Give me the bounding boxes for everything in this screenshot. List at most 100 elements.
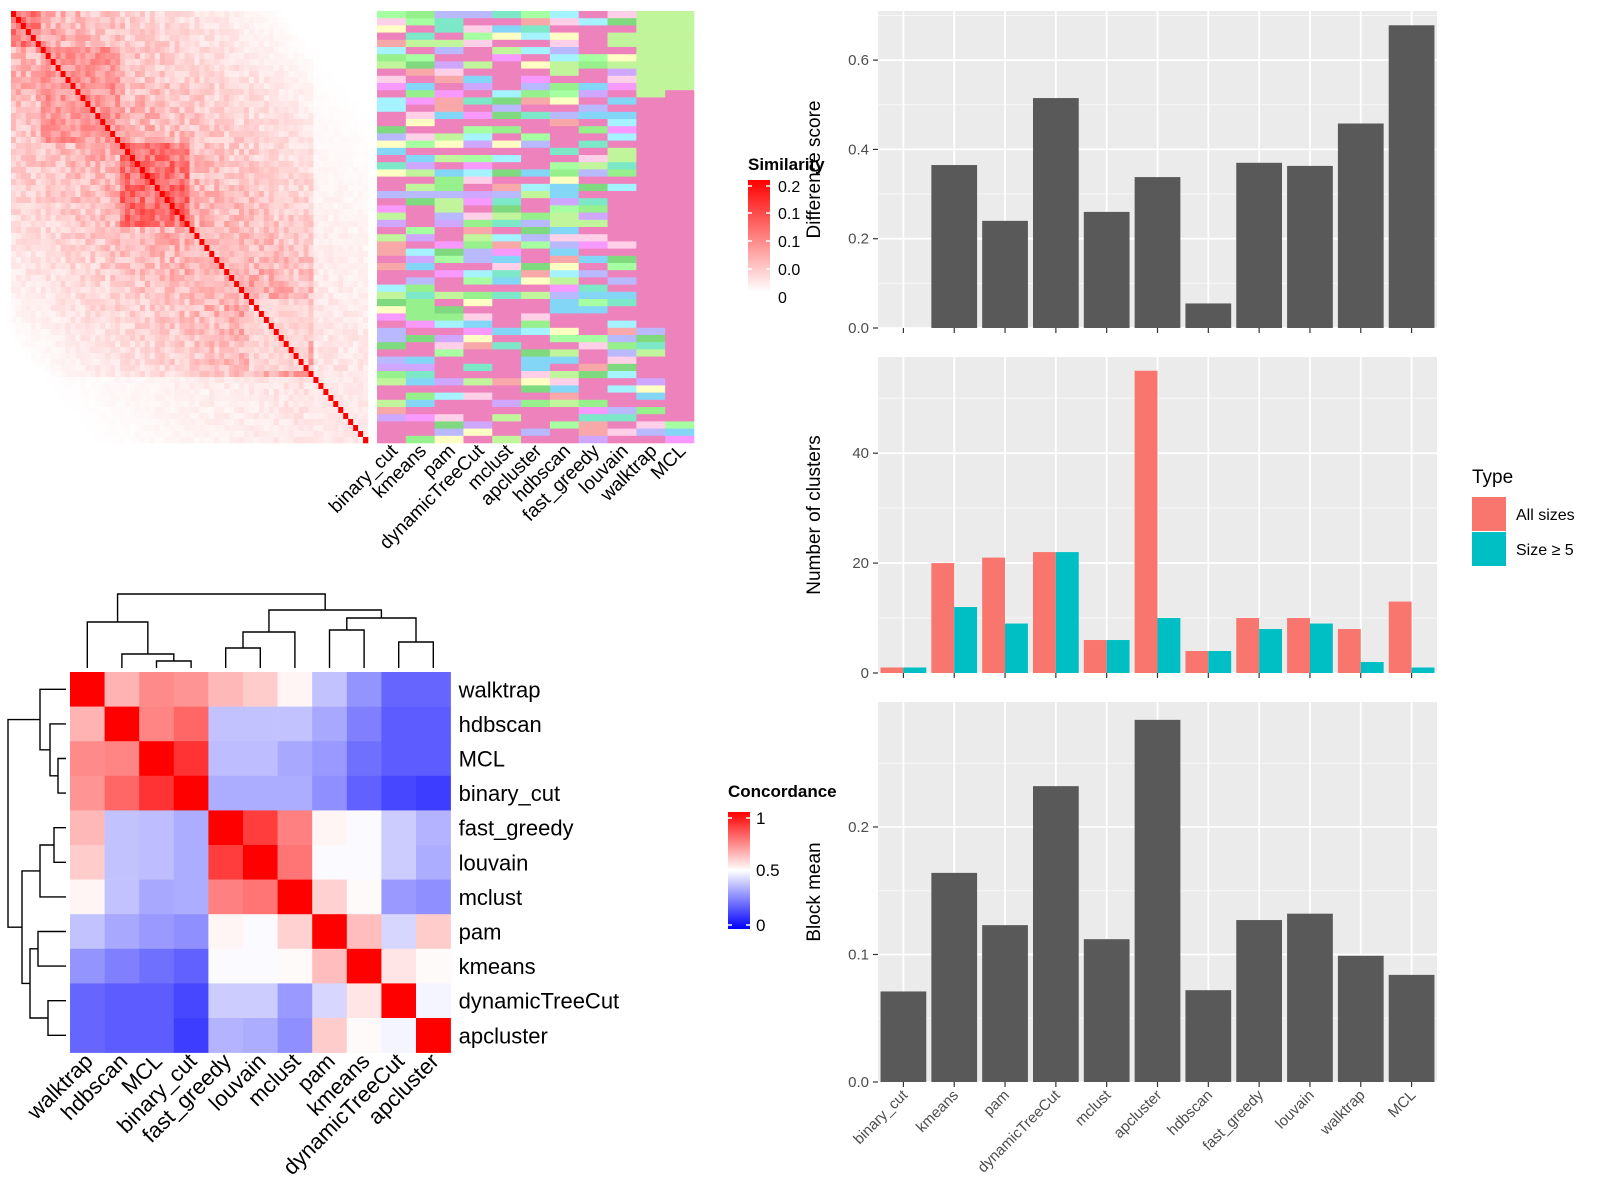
similarity-cell xyxy=(194,365,200,372)
similarity-cell xyxy=(219,257,225,264)
similarity-cell xyxy=(65,155,71,162)
similarity-cell xyxy=(15,17,22,24)
similarity-cell xyxy=(35,311,42,318)
similarity-cell xyxy=(273,119,280,126)
similarity-cell xyxy=(90,347,96,354)
similarity-cell xyxy=(154,179,161,186)
similarity-cell xyxy=(65,299,71,306)
similarity-cell xyxy=(348,287,354,294)
similarity-cell xyxy=(65,389,71,396)
similarity-cell xyxy=(298,113,304,120)
similarity-cell xyxy=(363,101,369,108)
similarity-cell xyxy=(174,209,180,216)
similarity-cell xyxy=(80,269,86,276)
similarity-cell xyxy=(179,125,185,132)
similarity-cell xyxy=(55,359,61,366)
similarity-cell xyxy=(234,209,240,216)
similarity-cell xyxy=(253,413,260,420)
similarity-cell xyxy=(239,155,245,162)
similarity-cell xyxy=(120,257,126,264)
similarity-cell xyxy=(278,155,285,162)
similarity-cell xyxy=(313,329,319,336)
similarity-cell xyxy=(204,197,210,204)
similarity-cell xyxy=(323,215,329,222)
similarity-cell xyxy=(95,143,101,150)
similarity-cell xyxy=(60,113,66,120)
similarity-cell xyxy=(90,341,96,348)
similarity-cell xyxy=(358,29,364,36)
similarity-cell xyxy=(298,161,304,168)
similarity-cell xyxy=(328,215,334,222)
similarity-cell xyxy=(224,215,230,222)
similarity-cell xyxy=(234,299,240,306)
similarity-cell xyxy=(244,23,250,30)
similarity-cell xyxy=(204,269,210,276)
similarity-cell xyxy=(115,257,121,264)
similarity-cell xyxy=(288,17,294,24)
similarity-cell xyxy=(363,419,369,426)
similarity-cell xyxy=(209,59,215,66)
similarity-cell xyxy=(174,71,180,78)
similarity-cell xyxy=(318,35,324,42)
similarity-cell xyxy=(318,89,324,96)
similarity-cell xyxy=(278,359,285,366)
similarity-cell xyxy=(268,143,275,150)
similarity-cell xyxy=(144,77,151,84)
similarity-cell xyxy=(358,71,364,78)
similarity-cell xyxy=(288,179,294,186)
similarity-cell xyxy=(50,299,56,306)
similarity-cell xyxy=(35,317,42,324)
similarity-cell xyxy=(75,341,81,348)
similarity-cell xyxy=(15,311,22,318)
similarity-cell xyxy=(15,119,22,126)
similarity-cell xyxy=(288,35,294,42)
similarity-cell xyxy=(159,281,166,288)
similarity-cell xyxy=(65,89,71,96)
similarity-cell xyxy=(95,221,101,228)
similarity-cell xyxy=(194,341,200,348)
similarity-cell xyxy=(90,383,96,390)
similarity-cell xyxy=(293,155,299,162)
similarity-cell xyxy=(115,419,121,426)
similarity-cell xyxy=(125,161,131,168)
similarity-cell xyxy=(189,323,195,330)
similarity-cell xyxy=(15,389,22,396)
similarity-cell xyxy=(179,41,185,48)
similarity-cell xyxy=(90,191,96,198)
similarity-cell xyxy=(363,215,369,222)
similarity-cell xyxy=(249,209,255,216)
similarity-cell xyxy=(120,83,126,90)
similarity-cell xyxy=(80,101,86,108)
similarity-cell xyxy=(308,245,314,252)
similarity-cell xyxy=(244,269,250,276)
similarity-cell xyxy=(105,335,111,342)
similarity-cell xyxy=(194,29,200,36)
similarity-cell xyxy=(90,143,96,150)
similarity-cell xyxy=(154,41,161,48)
similarity-cell xyxy=(125,83,131,90)
similarity-cell xyxy=(120,65,126,72)
similarity-cell xyxy=(283,287,289,294)
similarity-cell xyxy=(214,335,220,342)
similarity-cell xyxy=(343,167,349,174)
similarity-cell xyxy=(333,107,339,114)
similarity-cell xyxy=(234,359,240,366)
similarity-cell xyxy=(184,263,190,270)
similarity-cell xyxy=(25,77,32,84)
similarity-cell xyxy=(80,419,86,426)
similarity-cell xyxy=(323,311,329,318)
similarity-cell xyxy=(70,377,76,384)
similarity-cell xyxy=(358,23,364,30)
similarity-cell xyxy=(65,83,71,90)
similarity-cell xyxy=(338,287,344,294)
similarity-cell xyxy=(60,305,66,312)
similarity-cell xyxy=(263,17,270,24)
similarity-cell xyxy=(318,203,324,210)
similarity-cell xyxy=(338,215,344,222)
similarity-cell xyxy=(134,89,141,96)
similarity-cell xyxy=(338,257,344,264)
similarity-cell xyxy=(90,257,96,264)
similarity-cell xyxy=(139,389,146,396)
similarity-cell xyxy=(100,407,106,414)
similarity-cell xyxy=(323,35,329,42)
